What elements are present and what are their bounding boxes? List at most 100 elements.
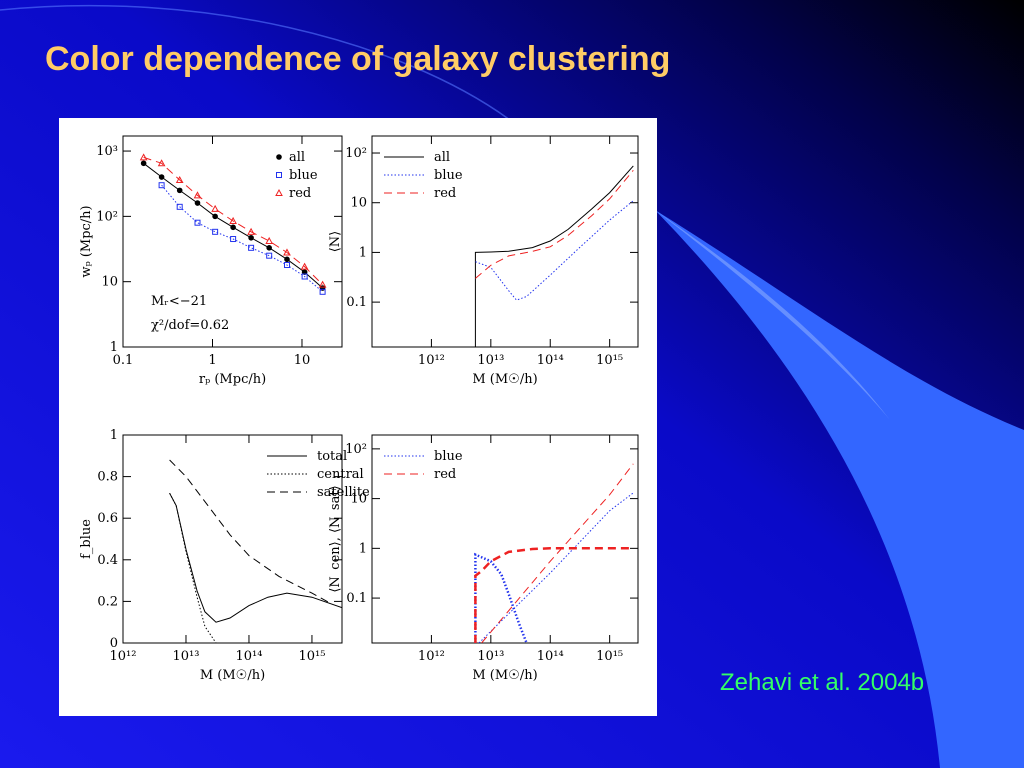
x-tick-label: 10¹² <box>418 353 445 368</box>
x-tick-label: 10¹⁴ <box>235 649 262 664</box>
y-tick-label: 0.4 <box>97 553 118 568</box>
series-line <box>169 492 217 643</box>
x-tick-label: 10¹³ <box>477 353 504 368</box>
y-tick-label: 10² <box>345 146 367 161</box>
marker <box>248 234 254 241</box>
x-tick-label: 10¹³ <box>172 649 199 664</box>
marker <box>140 160 147 167</box>
y-tick-label: 0.8 <box>97 470 118 485</box>
x-tick-label: 1 <box>208 353 216 368</box>
y-tick-label: 0 <box>110 636 118 651</box>
marker <box>266 245 272 251</box>
series-line <box>169 492 342 623</box>
y-tick-label: 1 <box>110 340 118 355</box>
y-tick-label: 1 <box>359 541 367 556</box>
y-tick-label: 0.1 <box>346 591 367 606</box>
series-line <box>475 169 634 279</box>
marker <box>276 172 282 178</box>
marker <box>158 174 165 180</box>
marker <box>230 224 236 231</box>
marker <box>283 248 291 256</box>
marker <box>276 154 282 160</box>
plot-frame <box>122 135 343 348</box>
y-tick-label: 10² <box>345 442 367 457</box>
marker <box>194 219 201 226</box>
marker <box>265 236 274 244</box>
x-tick-label: 10¹⁵ <box>596 649 623 664</box>
marker <box>283 262 290 269</box>
legend-label: total <box>317 449 347 464</box>
citation: Zehavi et al. 2004b <box>720 669 924 696</box>
plot-frame <box>122 434 343 644</box>
legend-label: red <box>289 186 311 201</box>
x-tick-label: 10¹⁵ <box>298 649 325 664</box>
marker <box>230 236 237 243</box>
y-axis-label: ⟨N_cen⟩, ⟨N_sat⟩ <box>328 485 343 592</box>
legend-label: satellite <box>317 485 370 500</box>
x-axis-label: M (M☉/h) <box>200 668 265 683</box>
marker <box>139 153 148 161</box>
x-axis-label: M (M☉/h) <box>472 668 537 683</box>
x-tick-label: 10¹⁵ <box>596 353 623 368</box>
y-axis-label: f_blue <box>79 519 94 559</box>
plot-frame <box>371 135 639 348</box>
y-tick-label: 1 <box>359 245 367 260</box>
marker <box>301 273 308 280</box>
legend-label: red <box>434 467 456 482</box>
marker <box>158 182 165 189</box>
legend-label: blue <box>434 449 463 464</box>
marker <box>193 191 202 199</box>
y-tick-label: 0.2 <box>97 594 118 609</box>
legend-label: blue <box>289 168 318 183</box>
x-tick-label: 10¹⁴ <box>537 353 564 368</box>
annotation: χ²/dof=0.62 <box>151 318 229 333</box>
figure <box>59 118 657 716</box>
series-line <box>481 463 634 643</box>
x-axis-label: M (M☉/h) <box>472 372 537 387</box>
x-axis-label: rₚ (Mpc/h) <box>199 372 266 387</box>
marker <box>157 159 166 167</box>
series-line <box>474 552 528 643</box>
marker <box>300 262 309 270</box>
marker <box>284 256 290 263</box>
marker <box>247 227 255 235</box>
marker <box>318 280 327 288</box>
legend-label: all <box>289 150 305 165</box>
marker <box>194 200 201 206</box>
series-line <box>474 547 634 643</box>
x-tick-label: 10¹³ <box>477 649 504 664</box>
marker <box>248 244 255 251</box>
slide-title: Color dependence of galaxy clustering <box>45 40 670 78</box>
marker <box>211 204 219 212</box>
y-tick-label: 0.1 <box>346 295 367 310</box>
annotation: Mᵣ<−21 <box>151 294 207 309</box>
x-tick-label: 0.1 <box>113 353 134 368</box>
series-line <box>474 165 634 347</box>
y-axis-label: wₚ (Mpc/h) <box>79 205 94 277</box>
x-tick-label: 10¹⁴ <box>537 649 564 664</box>
series-line <box>161 184 323 293</box>
x-tick-label: 10¹² <box>110 649 137 664</box>
y-tick-label: 0.6 <box>97 511 118 526</box>
x-tick-label: 10¹² <box>418 649 445 664</box>
marker <box>266 252 273 259</box>
y-tick-label: 10 <box>101 275 118 290</box>
legend-label: red <box>434 186 456 201</box>
y-tick-label: 1 <box>110 428 118 443</box>
swoosh <box>0 4 511 121</box>
y-tick-label: 10 <box>350 492 367 507</box>
y-tick-label: 10 <box>350 196 367 211</box>
marker <box>212 213 218 220</box>
legend-label: blue <box>434 168 463 183</box>
marker <box>212 228 219 235</box>
marker <box>176 203 183 210</box>
y-tick-label: 10³ <box>96 144 118 159</box>
legend-label: all <box>434 150 450 165</box>
series-line <box>143 156 323 286</box>
y-axis-label: ⟨N⟩ <box>328 231 343 253</box>
series-line <box>169 459 332 604</box>
plot-frame <box>371 434 639 644</box>
